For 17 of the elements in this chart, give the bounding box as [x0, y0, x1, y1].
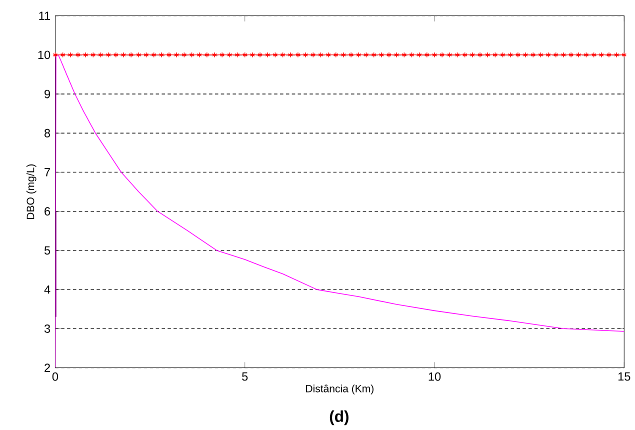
- y-tick-label: 3: [44, 324, 50, 333]
- x-tick-label: 15: [618, 372, 630, 381]
- y-tick-label: 6: [44, 207, 50, 216]
- y-tick-label: 7: [44, 168, 50, 176]
- x-tick-label: 10: [428, 372, 441, 381]
- y-tick-label: 4: [44, 286, 50, 294]
- y-tick-label: 9: [44, 90, 50, 98]
- x-axis-title: Distância (Km): [306, 384, 374, 394]
- y-tick-label: 8: [44, 128, 50, 138]
- y-axis-title: DBO (mg/L): [26, 164, 36, 220]
- x-tick-label: 5: [242, 372, 248, 381]
- y-tick-label: 11: [39, 12, 50, 20]
- x-tick-label: 0: [52, 372, 58, 381]
- y-tick-label: 10: [38, 50, 50, 60]
- text: (d): [330, 410, 348, 426]
- y-tick-label: 5: [44, 246, 50, 255]
- y-tick-label: 2: [44, 364, 50, 372]
